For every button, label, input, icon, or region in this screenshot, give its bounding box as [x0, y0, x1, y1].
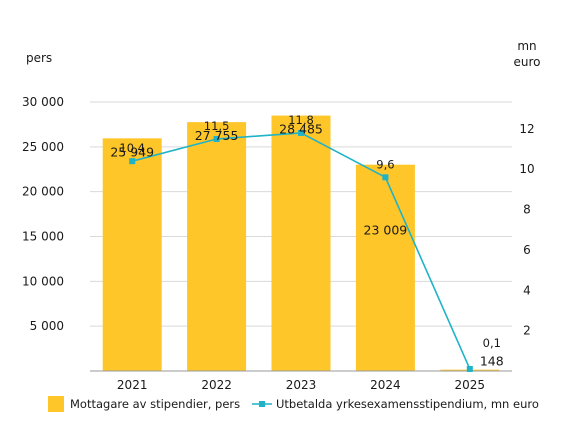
x-tick-label: 2024 — [370, 378, 401, 392]
right-axis-ticks: 12 10 8 6 4 2 — [519, 122, 534, 338]
left-tick-label: 10 000 — [22, 274, 64, 288]
line-series: 25 949 27 755 28 485 23 009 148 10,4 11,5 11,8 9… — [110, 113, 504, 372]
line-data-label: 11,5 — [204, 119, 230, 133]
x-tick-label: 2021 — [117, 378, 148, 392]
right-tick-label: 10 — [519, 162, 534, 176]
line-point — [213, 135, 220, 142]
bar — [271, 115, 331, 371]
left-axis-unit: pers — [26, 51, 52, 65]
bar-data-label: 148 — [480, 354, 504, 369]
x-tick-label: 2022 — [201, 378, 232, 392]
line-data-label: 9,6 — [376, 157, 394, 171]
bar — [355, 164, 415, 371]
bar-data-label: 25 949 — [110, 144, 154, 159]
left-tick-label: 15 000 — [22, 230, 64, 244]
right-axis-unit-line1: mn — [517, 39, 536, 53]
bar-data-label: 23 009 — [364, 223, 408, 238]
bar — [187, 122, 247, 372]
right-tick-label: 8 — [523, 203, 531, 217]
bar-series — [102, 115, 500, 372]
right-tick-label: 4 — [523, 283, 531, 297]
legend-bar-swatch — [48, 396, 64, 412]
left-axis-ticks: 30 000 25 000 20 000 15 000 10 000 5 000 — [22, 95, 64, 333]
line-point — [129, 158, 136, 165]
left-tick-label: 25 000 — [22, 140, 64, 154]
line-data-label: 11,8 — [288, 113, 314, 127]
x-tick-label: 2023 — [286, 378, 317, 392]
right-axis-unit-line2: euro — [514, 55, 541, 69]
bar-data-label: 28 485 — [279, 122, 323, 137]
bar-data-label: 27 755 — [195, 128, 239, 143]
legend-bar-label: Mottagare av stipendier, pers — [70, 397, 240, 411]
line-data-label: 10,4 — [119, 141, 145, 155]
line-data-label: 0,1 — [483, 336, 501, 350]
legend-line-marker — [259, 401, 265, 407]
line-point — [298, 129, 304, 136]
left-tick-label: 30 000 — [22, 95, 64, 109]
legend-line-label: Utbetalda yrkesexamensstipendium, mn eur… — [276, 397, 539, 411]
line-point — [382, 174, 389, 181]
x-axis-ticks: 2021 2022 2023 2024 2025 — [117, 378, 485, 392]
right-tick-label: 12 — [519, 122, 534, 136]
x-tick-label: 2025 — [455, 378, 486, 392]
left-tick-label: 5 000 — [30, 319, 64, 333]
bar — [102, 138, 162, 371]
line-point — [466, 365, 473, 372]
right-tick-label: 2 — [523, 324, 531, 338]
right-tick-label: 6 — [523, 243, 531, 257]
legend: Mottagare av stipendier, pers Utbetalda … — [48, 396, 539, 412]
left-tick-label: 20 000 — [22, 185, 64, 199]
